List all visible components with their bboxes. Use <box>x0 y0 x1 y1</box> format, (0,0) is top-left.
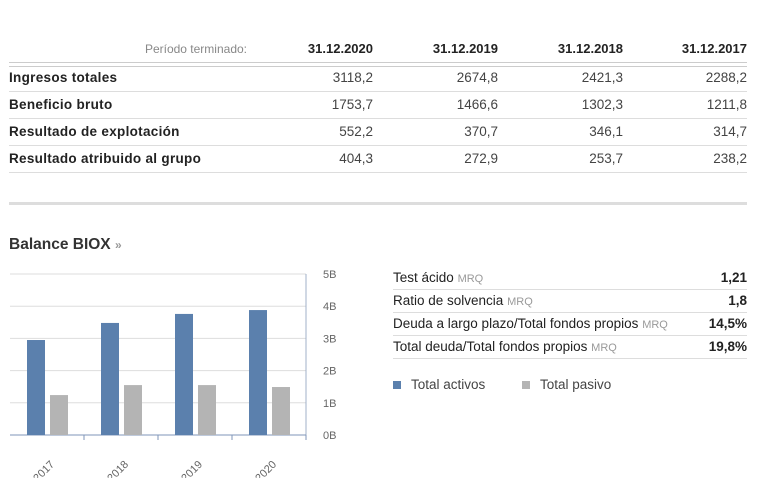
column-header: 31.12.2020 <box>307 41 373 56</box>
cell-value: 253,7 <box>589 151 623 166</box>
ratio-value: 14,5% <box>708 316 747 331</box>
x-tick-label: 2019 <box>179 459 205 478</box>
bar-total-activos-2018 <box>101 322 119 435</box>
ratio-label: Deuda a largo plazo/Total fondos propios… <box>393 316 668 331</box>
row-label: Resultado de explotación <box>9 124 180 139</box>
column-header: 31.12.2018 <box>557 41 623 56</box>
cell-value: 370,7 <box>464 124 498 139</box>
header-divider <box>9 62 747 67</box>
cell-value: 552,2 <box>339 124 373 139</box>
ratio-value: 19,8% <box>708 339 747 354</box>
section-divider <box>9 202 747 205</box>
x-tick-label: 2020 <box>253 459 279 478</box>
bar-total-activos-2017 <box>27 340 45 435</box>
cell-value: 272,9 <box>464 151 498 166</box>
cell-value: 3118,2 <box>332 70 373 85</box>
ratio-label: Ratio de solvencia MRQ <box>393 293 533 308</box>
bar-total-activos-2019 <box>175 313 193 435</box>
cell-value: 314,7 <box>713 124 747 139</box>
balance-title[interactable]: Balance BIOX » <box>9 236 122 253</box>
row-label: Beneficio bruto <box>9 97 113 112</box>
table-row: Resultado de explotación 552,2 370,7 346,1 3… <box>9 118 747 146</box>
y-tick-label: 0B <box>323 430 336 442</box>
ratio-value: 1,21 <box>720 270 747 285</box>
ratio-value: 1,8 <box>728 293 747 308</box>
bar-total-activos-2020 <box>249 310 267 435</box>
y-tick-label: 2B <box>323 366 336 378</box>
column-header: 31.12.2017 <box>681 41 747 56</box>
column-header: 31.12.2019 <box>432 41 498 56</box>
period-label: Período terminado: <box>144 42 247 56</box>
y-tick-label: 1B <box>323 398 336 410</box>
legend-swatch <box>393 381 401 389</box>
legend-swatch <box>522 381 530 389</box>
cell-value: 2674,8 <box>456 70 498 85</box>
y-tick-label: 3B <box>323 333 336 345</box>
row-label: Ingresos totales <box>9 70 118 85</box>
mrq-tag: MRQ <box>591 342 617 354</box>
bar-total-pasivo-2020 <box>272 387 290 435</box>
x-tick-label: 2018 <box>105 459 131 478</box>
ratio-row: Deuda a largo plazo/Total fondos propios… <box>393 312 747 336</box>
ratio-row: Test ácido MRQ 1,21 <box>393 266 747 290</box>
y-tick-label: 4B <box>323 301 336 313</box>
legend-total-pasivo: Total pasivo <box>522 377 611 392</box>
cell-value: 1211,8 <box>706 97 747 112</box>
cell-value: 1302,3 <box>581 97 623 112</box>
mrq-tag: MRQ <box>642 319 668 331</box>
more-link[interactable]: » <box>114 238 122 252</box>
cell-value: 2421,3 <box>581 70 623 85</box>
ratio-row: Total deuda/Total fondos propios MRQ 19,8… <box>393 335 747 359</box>
bar-total-pasivo-2019 <box>198 385 216 435</box>
balance-chart: 0B 1B 2B 3B 4B 5B 2017 2018 2019 2020 <box>10 269 336 478</box>
table-row: Beneficio bruto 1753,7 1466,6 1302,3 1211,8 <box>9 91 747 119</box>
row-label: Resultado atribuido al grupo <box>9 151 202 166</box>
table-row: Ingresos totales 3118,2 2674,8 2421,3 2288,2 <box>9 64 747 92</box>
y-tick-label: 5B <box>323 269 336 281</box>
mrq-tag: MRQ <box>457 273 484 285</box>
cell-value: 238,2 <box>713 151 747 166</box>
x-tick-label: 2017 <box>31 459 57 478</box>
ratio-label: Total deuda/Total fondos propios MRQ <box>393 339 617 354</box>
ratio-row: Ratio de solvencia MRQ 1,8 <box>393 289 747 313</box>
cell-value: 346,1 <box>589 124 623 139</box>
cell-value: 1753,7 <box>331 97 373 112</box>
cell-value: 404,3 <box>339 151 373 166</box>
bar-total-pasivo-2018 <box>124 385 142 435</box>
ratio-label: Test ácido MRQ <box>393 270 484 285</box>
table-row: Resultado atribuido al grupo 404,3 272,9 25… <box>9 145 747 173</box>
legend-total-activos: Total activos <box>393 377 485 392</box>
cell-value: 2288,2 <box>705 70 747 85</box>
mrq-tag: MRQ <box>507 296 533 308</box>
cell-value: 1466,6 <box>456 97 498 112</box>
bar-total-pasivo-2017 <box>50 395 68 435</box>
